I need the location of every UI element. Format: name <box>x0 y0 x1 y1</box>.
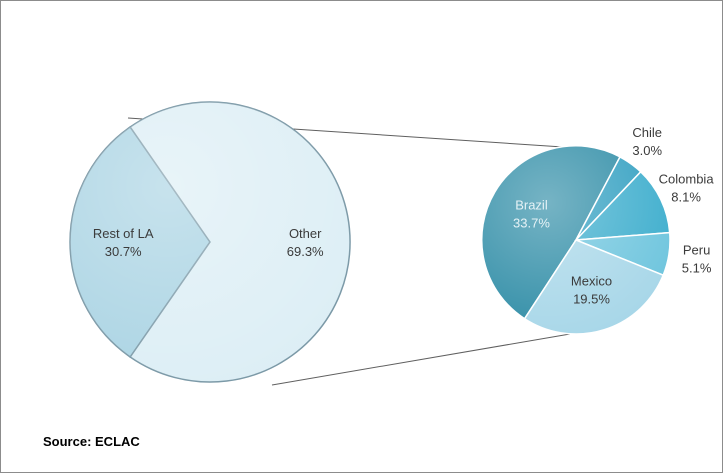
data-label-peru: Peru 5.1% <box>682 243 712 276</box>
pie-gloss <box>482 146 670 334</box>
data-label-rest-of-la: Rest of LA 30.7% <box>93 226 154 259</box>
connector-line-bottom <box>271 333 571 386</box>
data-label-chile: Chile 3.0% <box>632 125 662 158</box>
data-label-mexico: Mexico 19.5% <box>571 273 612 306</box>
source-note: Source: ECLAC <box>43 434 140 449</box>
pie-gloss <box>70 102 350 382</box>
data-label-other: Other 69.3% <box>287 226 324 259</box>
data-label-colombia: Colombia 8.1% <box>659 171 715 204</box>
data-label-brazil: Brazil 33.7% <box>513 198 550 231</box>
